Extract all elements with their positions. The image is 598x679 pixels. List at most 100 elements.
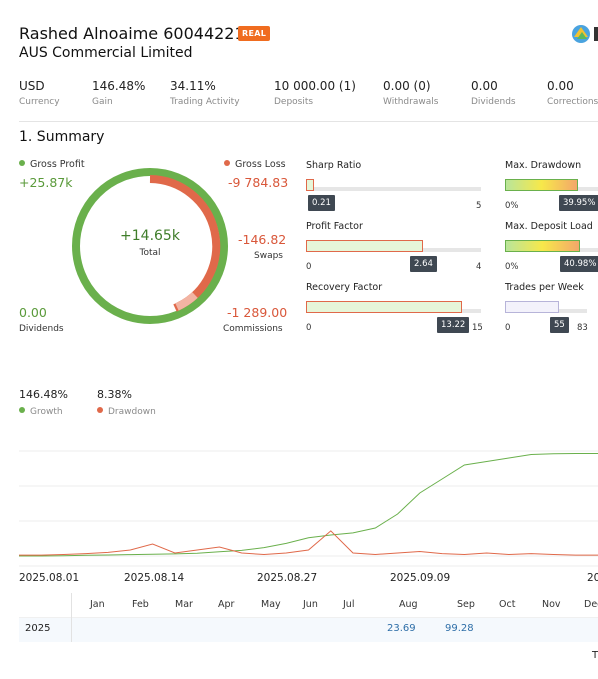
- growth-value: 146.48%: [19, 388, 68, 401]
- growth-legend[interactable]: Growth: [19, 407, 63, 417]
- gross-loss-label: Gross Loss: [235, 159, 286, 170]
- month-value[interactable]: 99.28: [445, 623, 474, 634]
- commissions-value: -1 289.00: [227, 305, 288, 320]
- stat-dividends-value: 0.00: [471, 79, 498, 93]
- month-header: May: [261, 599, 281, 610]
- sharp-ratio-bar: [306, 179, 314, 191]
- max-deposit-load-tag: 40.98%: [560, 256, 598, 272]
- stat-trading-activity-value: 34.11%: [170, 79, 216, 93]
- sharp-ratio-tag: 0.21: [308, 195, 335, 211]
- gross-profit-label: Gross Profit: [30, 159, 85, 170]
- stat-corrections-label: Corrections: [547, 97, 598, 107]
- max-deposit-load-bar: [505, 240, 580, 252]
- broker-company[interactable]: AUS Commercial Limited: [19, 45, 193, 61]
- year-row: [19, 618, 598, 642]
- month-header: Jun: [303, 599, 318, 610]
- profit-factor-min: 0: [306, 262, 312, 272]
- stat-deposits-label: Deposits: [274, 97, 314, 107]
- total-value: +14.65k: [120, 228, 180, 244]
- profit-factor-max: 4: [476, 262, 482, 272]
- sharp-ratio-title: Sharp Ratio: [306, 160, 362, 171]
- max-drawdown-min: 0%: [505, 201, 519, 211]
- drawdown-legend[interactable]: Drawdown: [97, 407, 156, 417]
- green-dot-icon: [19, 160, 25, 166]
- month-header: Feb: [132, 599, 149, 610]
- summary-title: 1. Summary: [19, 129, 105, 145]
- gross-loss-legend: Gross Loss: [224, 159, 286, 170]
- trades-per-week-bar: [505, 301, 559, 313]
- profit-factor-title: Profit Factor: [306, 221, 363, 232]
- stat-withdrawals-label: Withdrawals: [383, 97, 439, 107]
- swaps-value: -146.82: [238, 232, 287, 247]
- total-column-label: T: [592, 650, 598, 661]
- growth-label: Growth: [30, 407, 63, 417]
- year-label: 2025: [25, 623, 51, 634]
- month-header: Jul: [343, 599, 355, 610]
- series-line-growth: [19, 453, 598, 557]
- trades-per-week-min: 0: [505, 323, 511, 333]
- month-header: Apr: [218, 599, 235, 610]
- stat-corrections-value: 0.00: [547, 79, 574, 93]
- stat-currency-value: USD: [19, 79, 45, 93]
- gross-profit-legend: Gross Profit: [19, 159, 85, 170]
- profit-factor-tag: 2.64: [410, 256, 437, 272]
- dividends-value: 0.00: [19, 305, 47, 320]
- gross-loss-value: -9 784.83: [228, 175, 289, 190]
- real-badge: REAL: [238, 26, 271, 41]
- profit-factor-bar: [306, 240, 423, 252]
- recovery-factor-max: 15: [472, 323, 483, 333]
- drawdown-value: 8.38%: [97, 388, 132, 401]
- stat-currency-label: Currency: [19, 97, 60, 107]
- months-header-row: [19, 593, 598, 618]
- series-line-drawdown: [19, 530, 598, 556]
- month-header: Jan: [90, 599, 105, 610]
- max-deposit-load-min: 0%: [505, 262, 519, 272]
- month-header: Dec: [584, 599, 598, 610]
- max-drawdown-tag: 39.95%: [559, 195, 598, 211]
- x-tick-3: 2025.08.27: [257, 572, 318, 584]
- green-dot-icon: [19, 407, 25, 413]
- stat-gain-label: Gain: [92, 97, 113, 107]
- max-drawdown-bar: [505, 179, 578, 191]
- growth-chart: [19, 444, 598, 570]
- profit-loss-donut: [70, 166, 230, 326]
- stat-withdrawals-value: 0.00 (0): [383, 79, 431, 93]
- swaps-label: Swaps: [254, 251, 283, 261]
- month-header: Mar: [175, 599, 193, 610]
- x-tick-4: 2025.09.09: [390, 572, 451, 584]
- sharp-ratio-track: [306, 187, 481, 191]
- trades-per-week-title: Trades per Week: [505, 282, 584, 293]
- x-tick-5: 20: [587, 572, 598, 584]
- commissions-label: Commissions: [223, 324, 283, 334]
- donut-profit-ring: [72, 168, 228, 324]
- stat-deposits-value: 10 000.00 (1): [274, 79, 356, 93]
- donut-loss-arc: [149, 175, 221, 310]
- gross-profit-value: +25.87k: [19, 175, 73, 190]
- recovery-factor-title: Recovery Factor: [306, 282, 383, 293]
- max-drawdown-title: Max. Drawdown: [505, 160, 582, 171]
- max-deposit-load-title: Max. Deposit Load: [505, 221, 593, 232]
- dividends-label: Dividends: [19, 324, 64, 334]
- month-header: Oct: [499, 599, 516, 610]
- red-dot-icon: [224, 160, 230, 166]
- donut-center: +14.65k Total: [90, 228, 210, 258]
- account-name: Rashed Alnoaime 60044221: [19, 24, 245, 43]
- recovery-factor-min: 0: [306, 323, 312, 333]
- month-header: Aug: [399, 599, 418, 610]
- drawdown-label: Drawdown: [108, 407, 156, 417]
- stat-dividends-label: Dividends: [471, 97, 516, 107]
- trades-per-week-max: 83: [577, 323, 588, 333]
- x-tick-1: 2025.08.01: [19, 572, 80, 584]
- recovery-factor-tag: 13.22: [437, 317, 470, 333]
- divider: [19, 121, 598, 122]
- table-divider: [71, 593, 72, 642]
- metatrader-logo-icon: [570, 23, 598, 45]
- sharp-ratio-max: 5: [476, 201, 482, 211]
- donut-commissions-arc: [175, 291, 198, 311]
- month-header: Nov: [542, 599, 561, 610]
- month-value[interactable]: 23.69: [387, 623, 416, 634]
- recovery-factor-bar: [306, 301, 462, 313]
- stat-trading-activity-label: Trading Activity: [170, 97, 240, 107]
- x-tick-2: 2025.08.14: [124, 572, 185, 584]
- total-label: Total: [139, 248, 161, 258]
